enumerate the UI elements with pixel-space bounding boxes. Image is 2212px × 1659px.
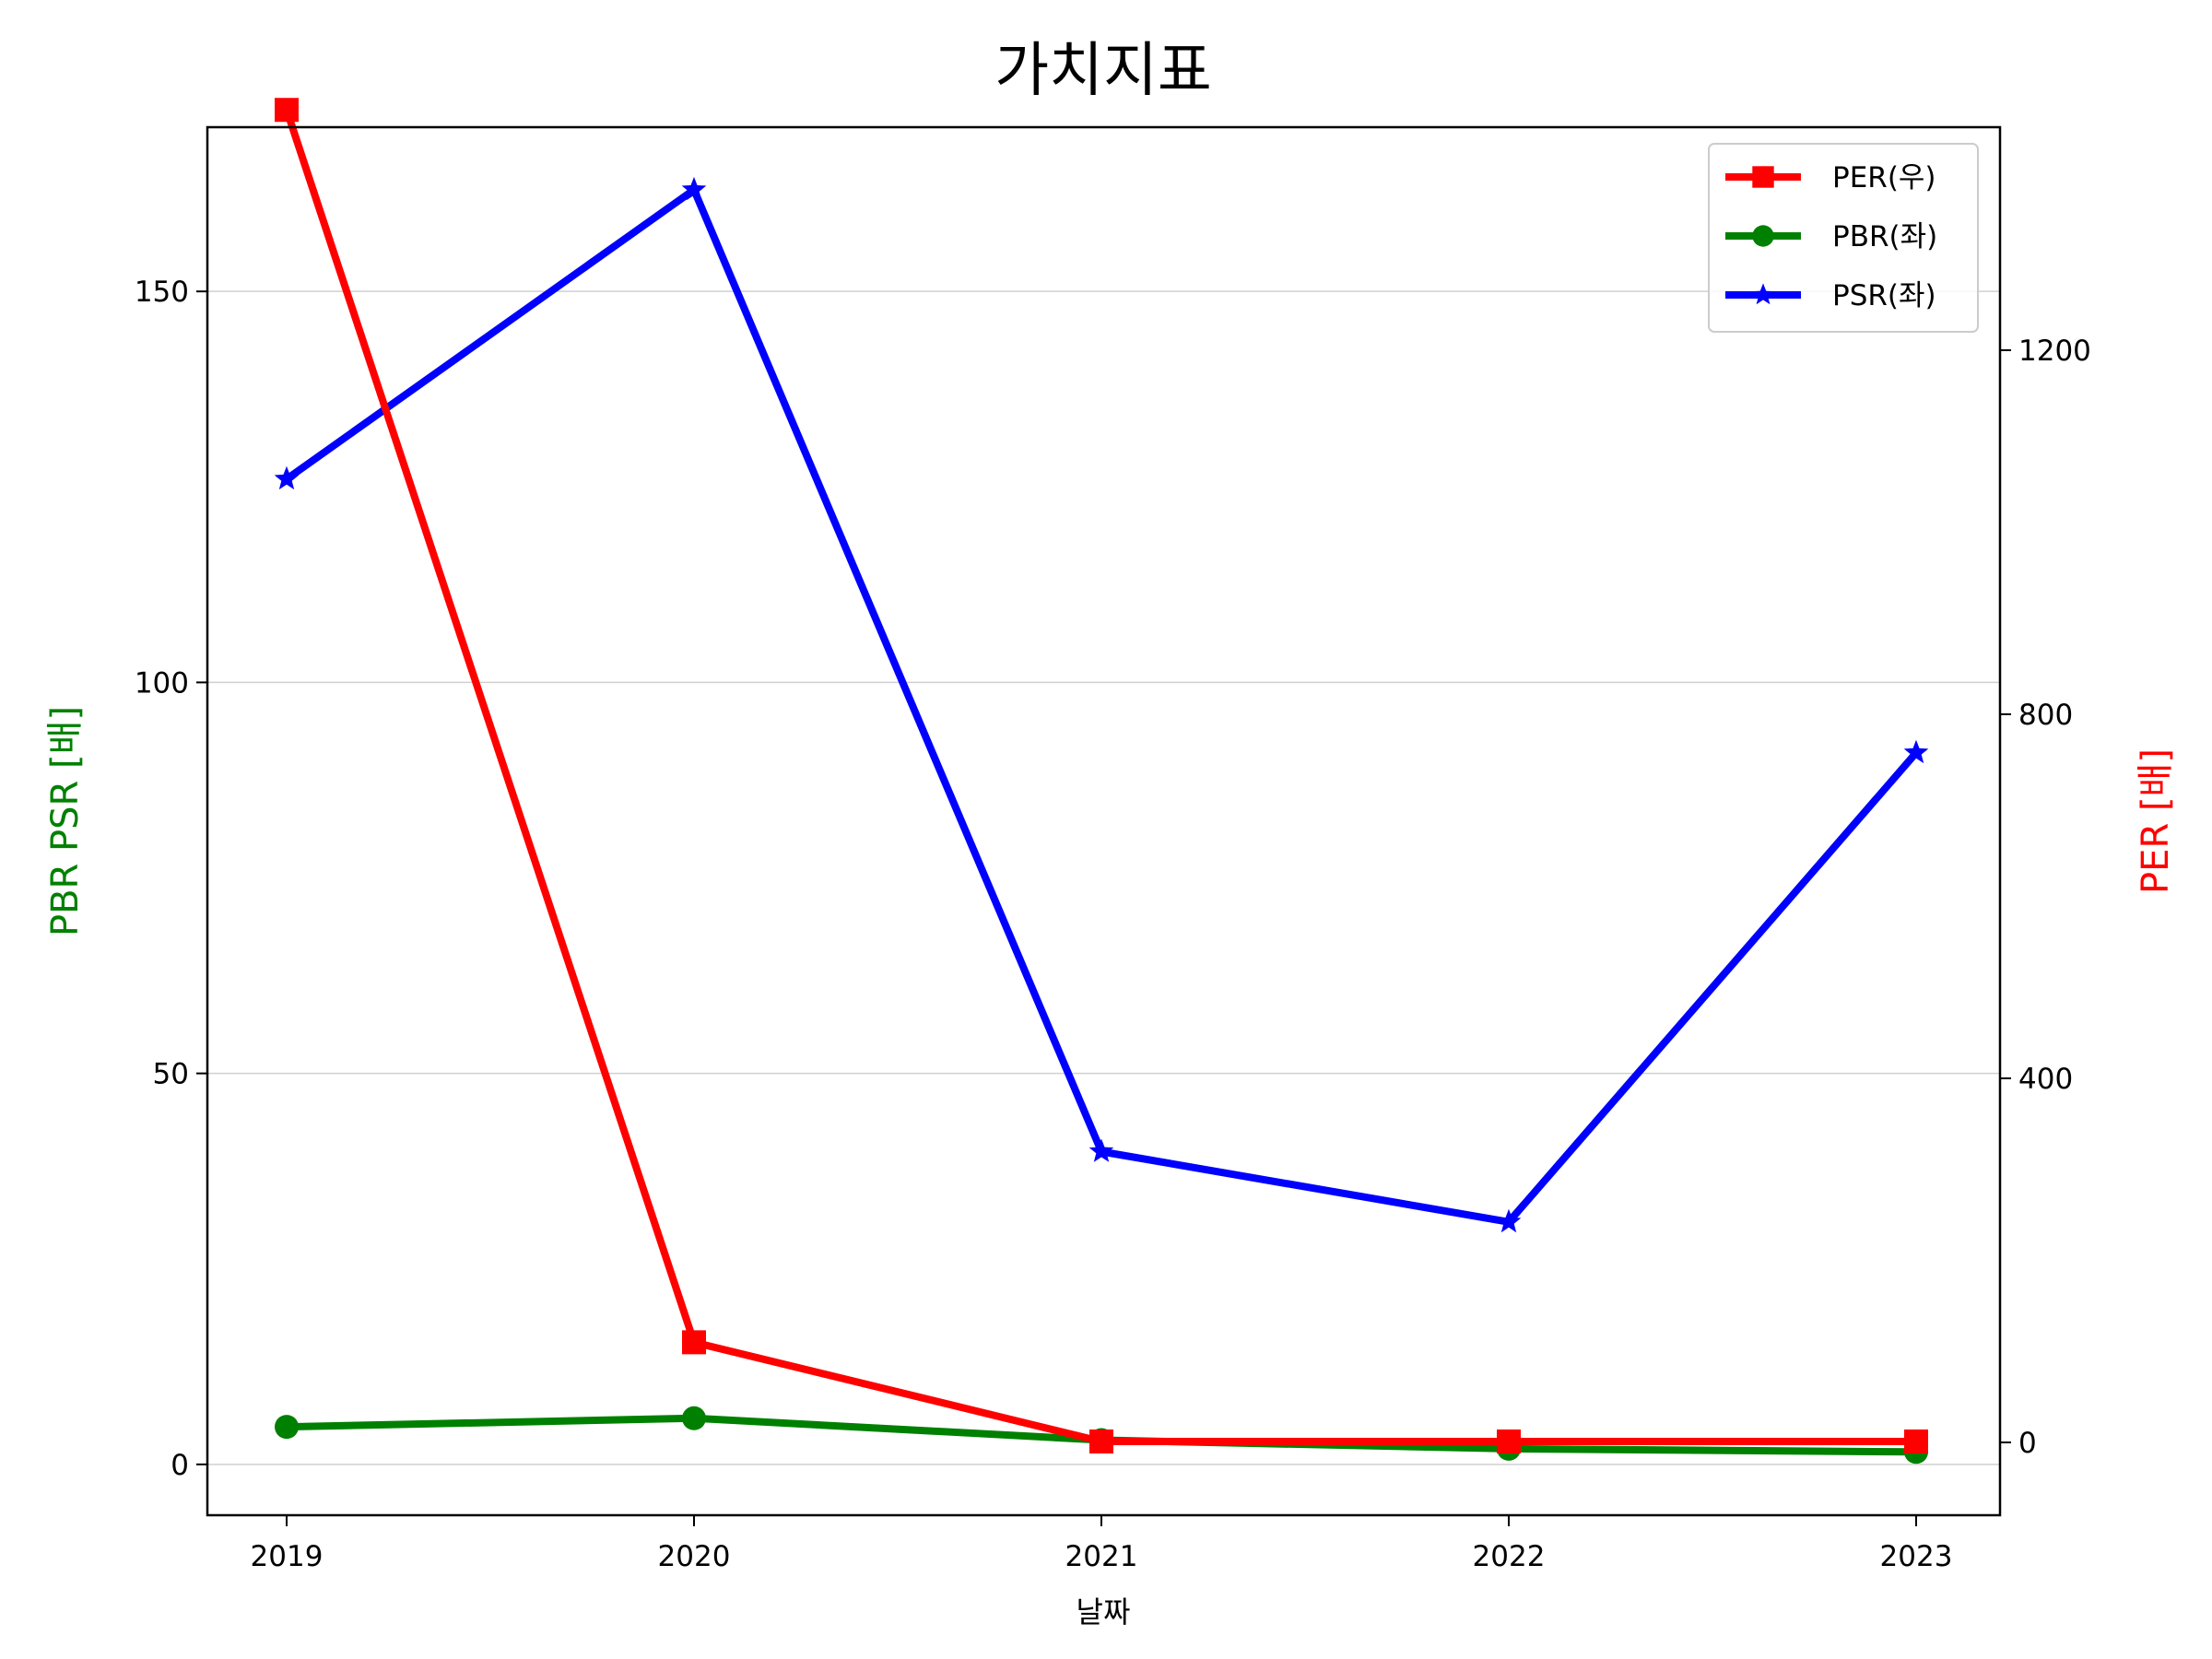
grid-lines (207, 290, 2000, 1465)
y-tick-label-right: 400 (2018, 1063, 2073, 1096)
y-tick-label-left: 50 (153, 1058, 189, 1091)
marker-star (1903, 739, 1929, 764)
marker-square (682, 1330, 706, 1355)
y-tick-label-right: 800 (2018, 699, 2073, 732)
marker-square (1497, 1430, 1521, 1454)
y-tick-label-right: 1200 (2018, 335, 2091, 368)
y-tick-label-left: 0 (171, 1449, 189, 1482)
marker-star (681, 176, 707, 201)
marker-star (1088, 1138, 1114, 1162)
series-layer (274, 98, 1929, 1465)
legend-box (1708, 143, 1979, 333)
legend: PER(우) PBR(좌) PSR(좌) (1708, 143, 1979, 333)
marker-square (1904, 1430, 1928, 1454)
y-axis-label-right: PER [배] (2135, 748, 2177, 894)
marker-circle (275, 1415, 299, 1440)
x-axis-label: 날짜 (1077, 1594, 1131, 1630)
x-tick-label: 2022 (1473, 1540, 1546, 1573)
marker-square (1752, 166, 1774, 188)
x-tick-label: 2019 (251, 1540, 324, 1573)
marker-star (1496, 1208, 1522, 1233)
series-line (283, 185, 1920, 1226)
x-tick-label: 2021 (1065, 1540, 1138, 1573)
marker-circle (1752, 225, 1774, 247)
axes (206, 125, 2002, 1517)
y-tick-label-left: 150 (135, 276, 189, 309)
marker-circle (682, 1406, 706, 1430)
marker-square (1089, 1430, 1113, 1454)
ticks: 0 50 100 150 0 400 800 1200 2019 2020 2021 2022 2023 (135, 276, 2091, 1573)
plot-frame (206, 125, 2002, 1517)
y-tick-label-left: 100 (135, 666, 189, 700)
marker-star (1752, 283, 1774, 305)
legend-label: PSR(좌) (1832, 279, 1936, 312)
marker-star (274, 465, 300, 490)
y-tick-label-right: 0 (2018, 1427, 2037, 1460)
series-per (275, 98, 1928, 1454)
y-axis-label-left: PBR PSR [배] (44, 706, 87, 936)
marker-square (275, 98, 299, 123)
legend-label: PBR(좌) (1832, 220, 1937, 253)
legend-label: PER(우) (1832, 161, 1936, 194)
x-tick-label: 2023 (1880, 1540, 1953, 1573)
series-psr (274, 176, 1929, 1233)
x-tick-label: 2020 (658, 1540, 731, 1573)
chart-title: 가치지표 (994, 37, 1212, 105)
